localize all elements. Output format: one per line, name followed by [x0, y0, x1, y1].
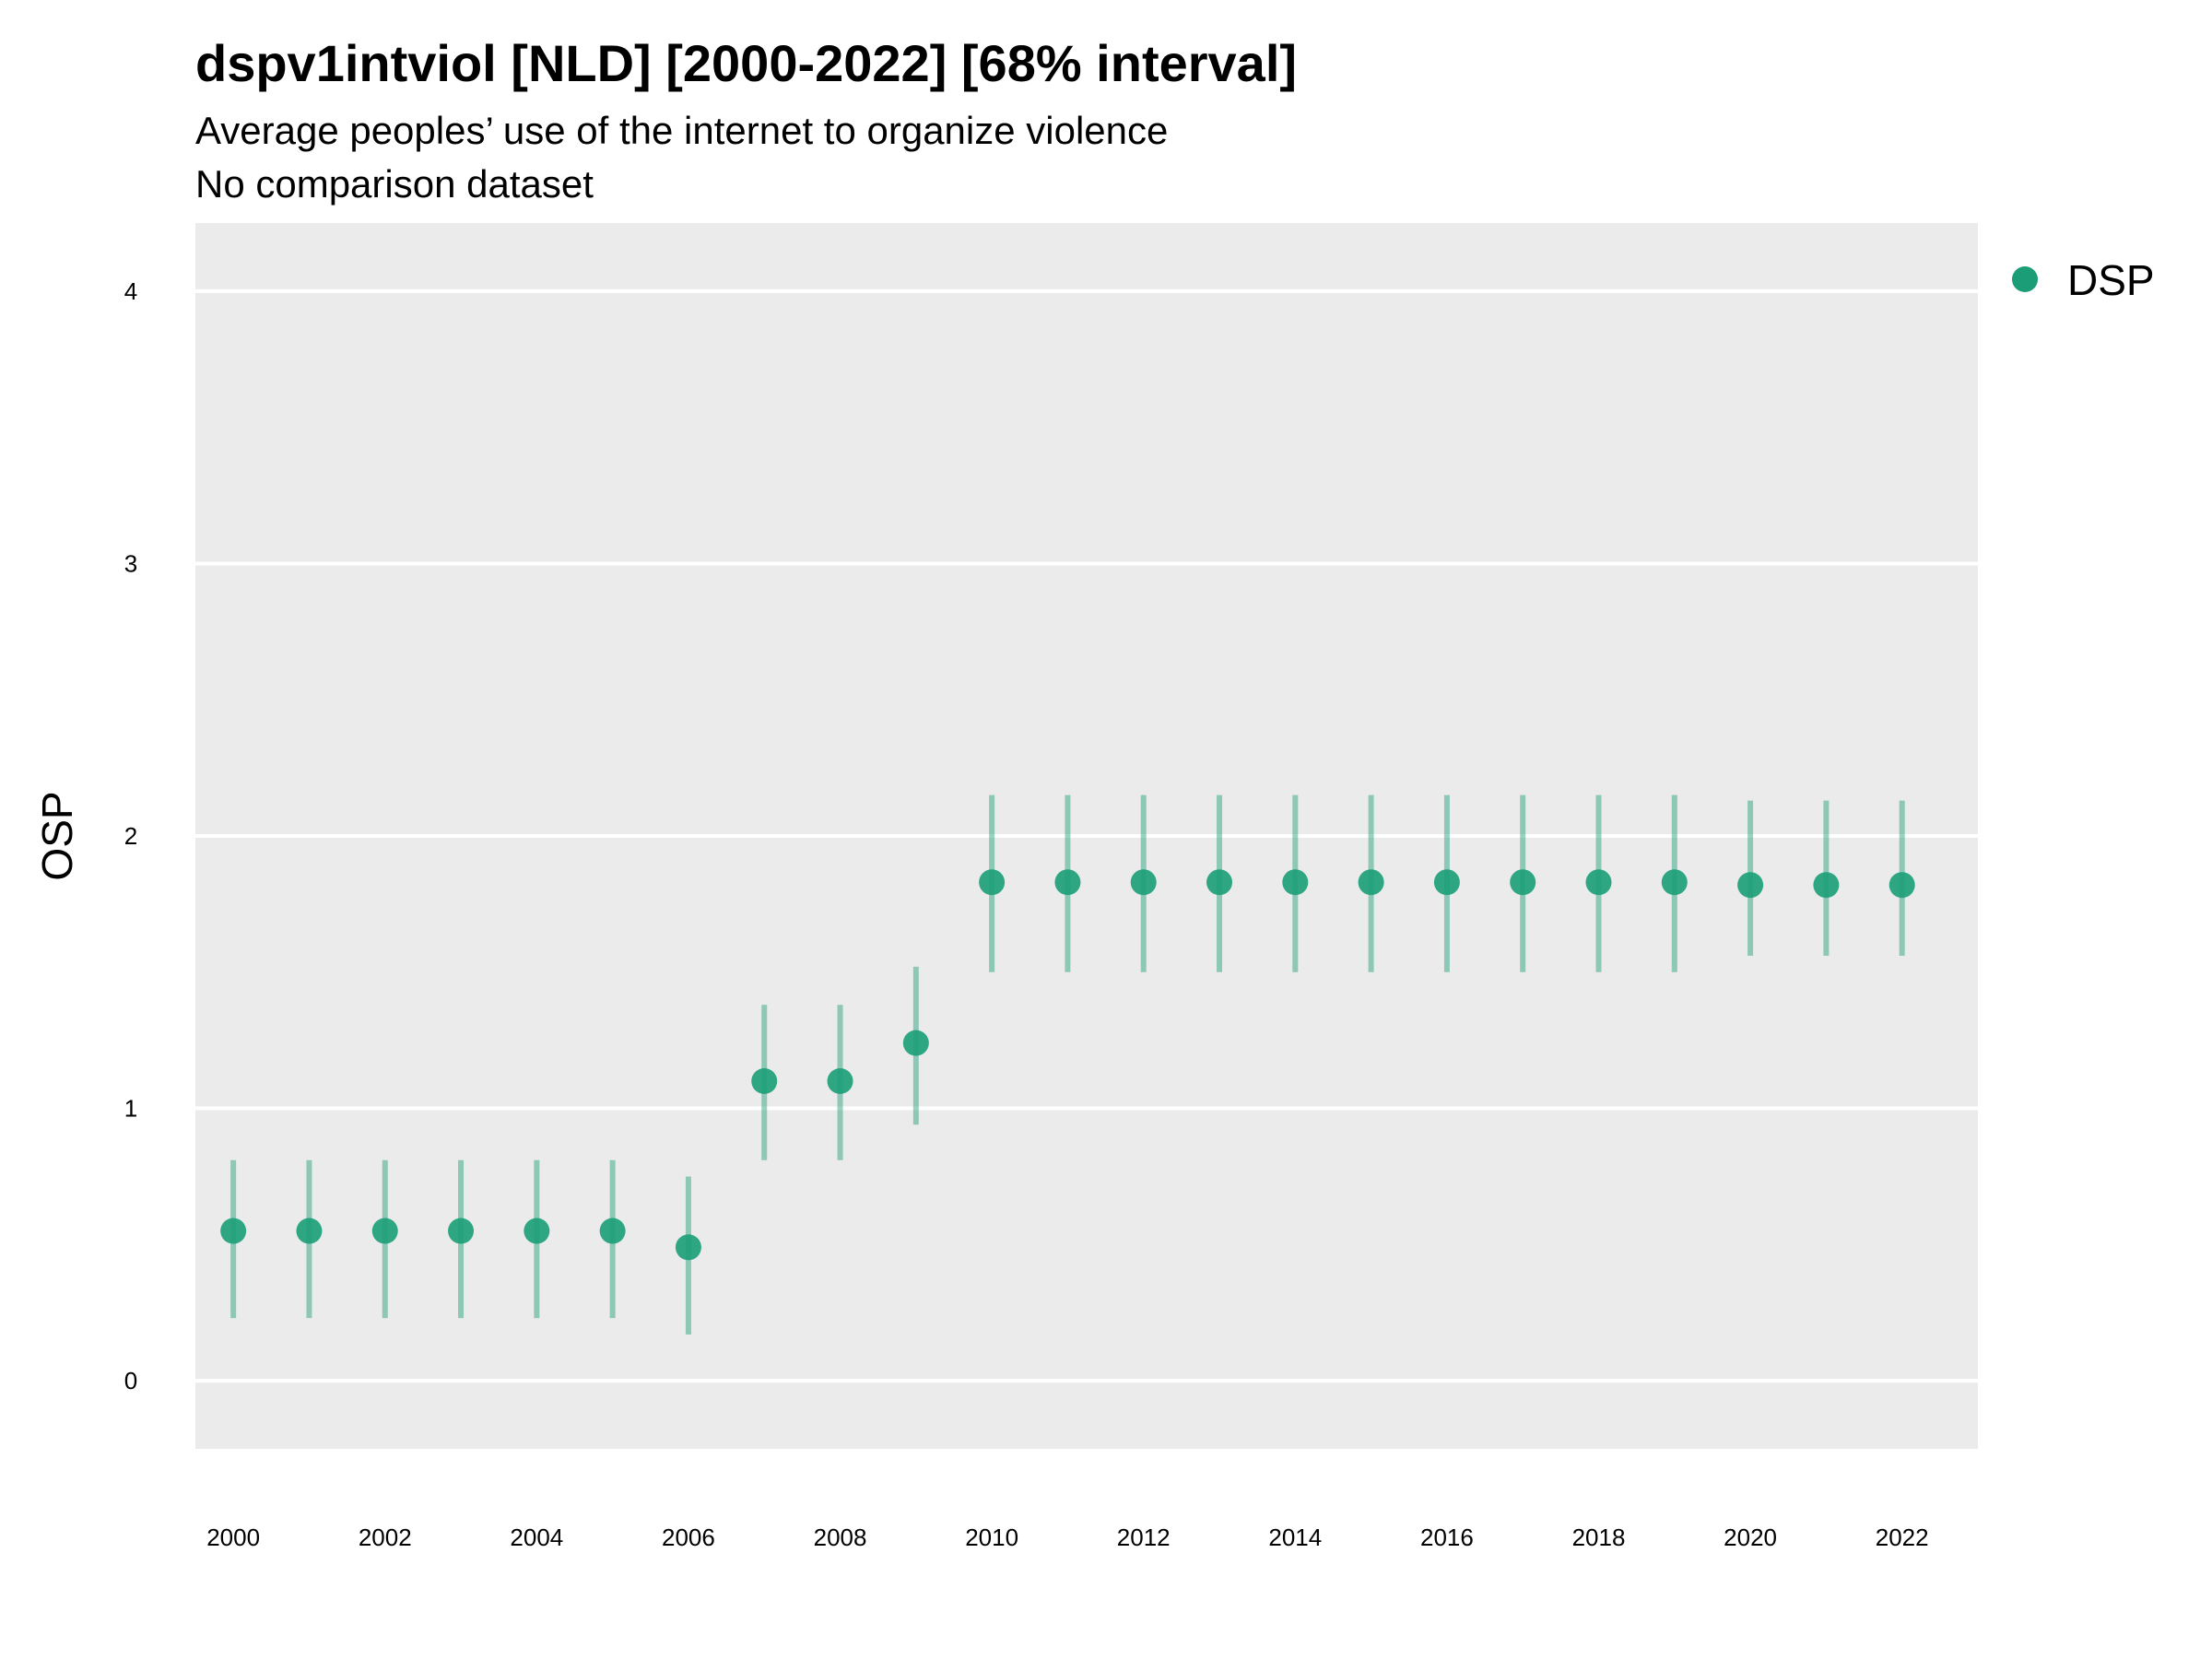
x-tick-label-2014: 2014	[1268, 1524, 1322, 1551]
x-tick-label-2000: 2000	[206, 1524, 260, 1551]
chart-subtitle-secondary: No comparison dataset	[195, 162, 594, 206]
y-tick-label-4: 4	[124, 277, 137, 305]
x-tick-label-2010: 2010	[965, 1524, 1018, 1551]
data-point-2020	[1737, 872, 1764, 899]
data-point-2009	[902, 1030, 929, 1056]
chart-title: dspv1intviol [NLD] [2000-2022] [68% inte…	[195, 34, 1298, 92]
x-tick-label-2016: 2016	[1420, 1524, 1474, 1551]
legend-label: DSP	[2067, 256, 2155, 304]
data-point-2008	[827, 1068, 853, 1094]
x-tick-label-2020: 2020	[1724, 1524, 1777, 1551]
data-point-2006	[675, 1234, 701, 1261]
legend: DSP	[2012, 256, 2155, 304]
x-tick-label-2002: 2002	[359, 1524, 412, 1551]
x-tick-label-2018: 2018	[1572, 1524, 1626, 1551]
data-point-2010	[979, 869, 1006, 896]
data-point-2017	[1510, 869, 1536, 896]
x-tick-label-2012: 2012	[1117, 1524, 1171, 1551]
y-tick-label-1: 1	[124, 1095, 137, 1123]
data-point-2015	[1358, 869, 1384, 896]
data-point-2011	[1054, 869, 1081, 896]
data-point-2003	[448, 1218, 475, 1244]
data-point-2004	[524, 1218, 550, 1244]
data-point-2014	[1282, 869, 1309, 896]
x-tick-label-2022: 2022	[1876, 1524, 1929, 1551]
y-tick-label-2: 2	[124, 822, 137, 850]
data-point-2013	[1206, 869, 1233, 896]
y-axis-title: OSP	[33, 791, 81, 880]
x-tick-label-2008: 2008	[814, 1524, 867, 1551]
y-tick-label-3: 3	[124, 549, 137, 577]
data-point-2021	[1813, 872, 1840, 899]
x-tick-labels: 2000 2002 2004 2006 2008 2010 2012 2014 2016 2018…	[206, 1524, 1928, 1551]
grid-lines	[195, 288, 1978, 1383]
x-tick-label-2004: 2004	[510, 1524, 563, 1551]
y-tick-label-0: 0	[124, 1367, 137, 1394]
data-point-2002	[371, 1218, 398, 1244]
data-point-2001	[296, 1218, 323, 1244]
data-point-2022	[1888, 872, 1915, 899]
data-point-2005	[599, 1218, 626, 1244]
data-point-2019	[1661, 869, 1688, 896]
chart-subtitle: Average peoples’ use of the internet to …	[195, 109, 1169, 152]
x-tick-label-2006: 2006	[662, 1524, 715, 1551]
data-point-2018	[1585, 869, 1612, 896]
data-point-2000	[220, 1218, 247, 1244]
data-point-2016	[1433, 869, 1460, 896]
data-point-2012	[1130, 869, 1157, 896]
y-tick-labels: 0 1 2 3 4	[124, 277, 137, 1394]
data-point-2007	[751, 1068, 778, 1094]
data-points	[220, 869, 1915, 1261]
legend-swatch	[2012, 266, 2038, 292]
